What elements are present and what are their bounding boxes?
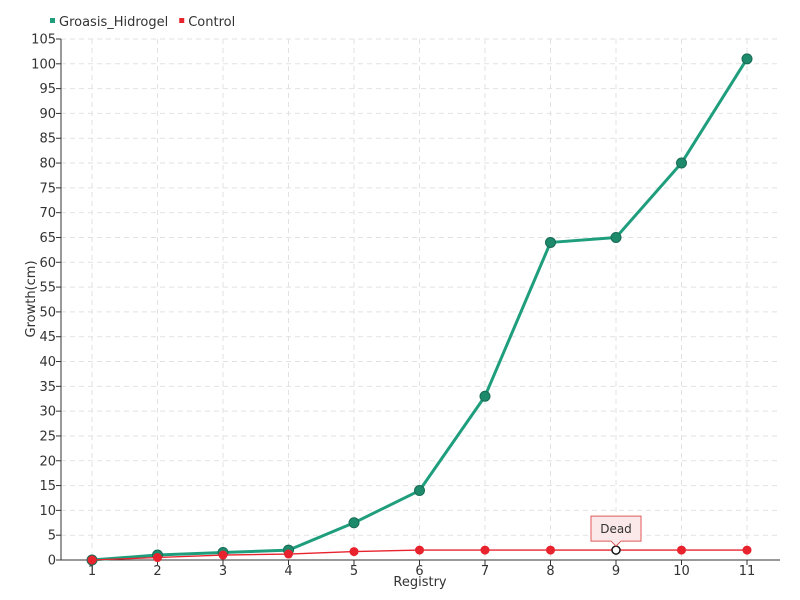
y-tick-label: 90 (39, 107, 56, 122)
y-tick-label: 20 (39, 454, 56, 469)
x-tick-label: 10 (673, 564, 690, 579)
y-tick-label: 0 (48, 554, 56, 569)
y-axis-title: Growth(cm) (24, 260, 39, 337)
x-tick-labels: 1 2 3 4 5 6 7 8 9 10 11 (88, 564, 755, 579)
y-tick-label: 100 (31, 57, 56, 72)
y-tick-label: 10 (39, 504, 56, 519)
data-point[interactable] (479, 390, 491, 402)
data-point[interactable] (348, 517, 360, 529)
y-tick-label: 30 (39, 405, 56, 420)
legend-item[interactable]: Groasis_Hidrogel (50, 15, 168, 30)
y-tick-label: 5 (48, 529, 56, 544)
x-tick-label: 4 (284, 564, 292, 579)
legend-item[interactable]: Control (179, 15, 235, 30)
legend-swatch (50, 18, 55, 23)
legend-label: Control (188, 15, 235, 30)
y-tick-label: 95 (39, 82, 56, 97)
y-tick-label: 25 (39, 429, 56, 444)
legend[interactable]: Groasis_Hidrogel Control (50, 15, 235, 30)
annotations: Dead (590, 515, 642, 547)
dead-tooltip: Dead (590, 515, 642, 547)
x-tick-label: 9 (612, 564, 620, 579)
x-tick-label: 1 (88, 564, 96, 579)
series-control (87, 545, 752, 565)
x-axis-title: Registry (393, 575, 447, 590)
data-point[interactable] (741, 53, 753, 65)
y-tick-label: 15 (39, 479, 56, 494)
data-point[interactable] (218, 550, 228, 560)
data-point[interactable] (742, 545, 752, 555)
data-point[interactable] (414, 485, 425, 497)
y-tick-label: 65 (39, 231, 56, 246)
y-tick-labels: 0 5 10 15 20 25 30 35 40 45 50 55 60 65 70 75 80 85 90 95 10… (31, 33, 56, 569)
data-point[interactable] (611, 545, 621, 555)
y-tick-label: 80 (39, 157, 56, 172)
data-point[interactable] (610, 231, 622, 243)
data-point[interactable] (415, 545, 424, 555)
y-tick-label: 50 (39, 305, 56, 320)
data-point[interactable] (87, 555, 97, 565)
data-point[interactable] (153, 553, 162, 563)
y-tick-label: 75 (39, 181, 56, 196)
y-tick-label: 70 (39, 206, 56, 221)
data-point[interactable] (349, 547, 359, 557)
y-tick-label: 45 (39, 330, 56, 345)
y-tick-label: 35 (39, 380, 56, 395)
y-tick-label: 105 (31, 33, 56, 48)
y-tick-label: 40 (39, 355, 56, 370)
tooltip-label: Dead (600, 522, 632, 536)
tooltip-box (590, 515, 642, 547)
x-tick-label: 2 (153, 564, 161, 579)
series (86, 53, 753, 566)
data-point[interactable] (480, 545, 490, 555)
y-tick-label: 60 (39, 256, 56, 271)
data-point[interactable] (676, 157, 687, 169)
data-point[interactable] (546, 545, 555, 555)
x-tick-label: 8 (546, 564, 554, 579)
y-tick-label: 55 (39, 281, 56, 296)
x-tick-label: 3 (219, 564, 227, 579)
axes (56, 38, 780, 565)
data-point[interactable] (677, 545, 686, 555)
data-point[interactable] (545, 236, 556, 248)
x-tick-label: 5 (350, 564, 358, 579)
x-tick-label: 11 (739, 564, 756, 579)
grid (61, 38, 780, 560)
legend-swatch (179, 18, 185, 23)
x-tick-label: 6 (415, 564, 423, 579)
x-tick-label: 7 (481, 564, 489, 579)
y-tick-label: 85 (39, 132, 56, 147)
legend-label: Groasis_Hidrogel (59, 15, 168, 30)
data-point[interactable] (284, 549, 293, 559)
